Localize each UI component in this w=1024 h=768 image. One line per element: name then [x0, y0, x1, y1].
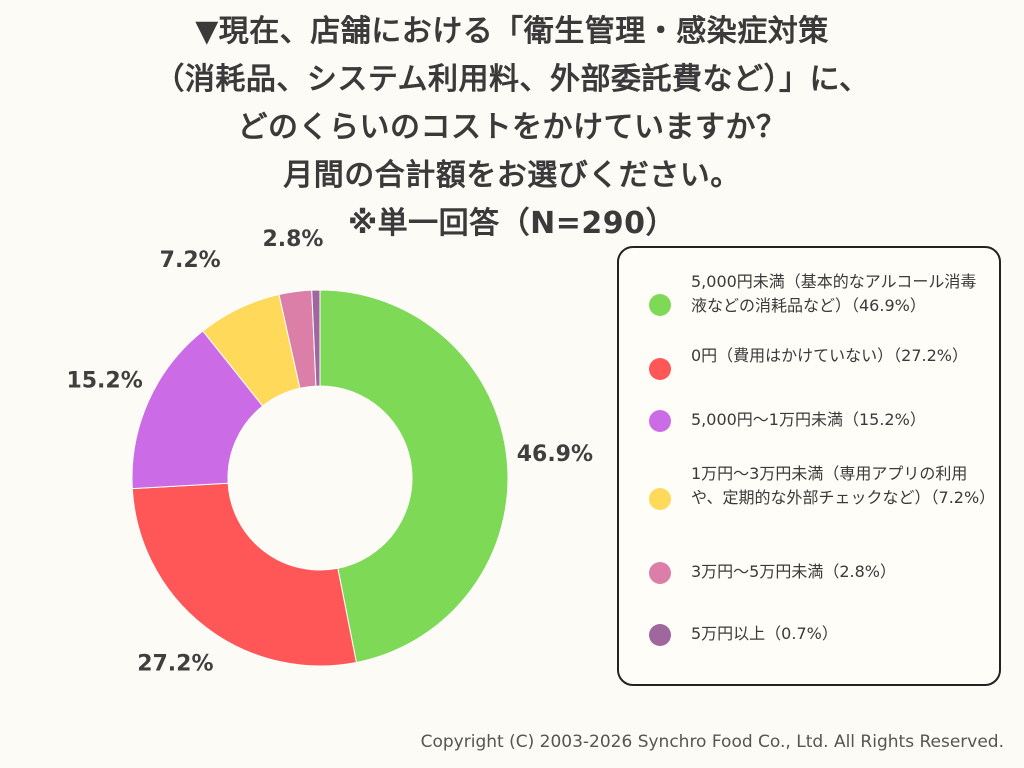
- slice-value-label-4: 2.8%: [262, 227, 323, 252]
- chart-title: ▼現在、店舗における「衛生管理・感染症対策 （消耗品、システム利用料、外部委託費…: [0, 8, 1024, 248]
- slice-value-label-0: 46.9%: [517, 442, 593, 467]
- donut-slice-1: [131, 482, 357, 667]
- slice-value-label-1: 27.2%: [137, 651, 213, 676]
- title-line-3: どのくらいのコストをかけていますか？: [237, 110, 787, 145]
- slice-value-label-2: 15.2%: [66, 369, 142, 394]
- legend-label: 3万円〜5万円未満（2.8%）: [691, 562, 897, 581]
- legend-label: 1万円〜3万円未満（専用アプリの利用や、定期的な外部チェックなど）（7.2%）: [691, 464, 996, 507]
- legend-swatch-green: [649, 294, 671, 316]
- title-line-4: 月間の合計額をお選びください。: [283, 158, 741, 193]
- title-line-2: （消耗品、システム利用料、外部委託費など）」に、: [154, 62, 870, 97]
- slice-value-label-3: 7.2%: [160, 248, 221, 273]
- donut-slice-2: [131, 330, 264, 490]
- title-line-5: ※単一回答（N=290）: [347, 206, 677, 241]
- legend-swatch-pink: [649, 562, 671, 584]
- legend-swatch-mauve: [649, 624, 671, 646]
- legend-swatch-purple: [649, 410, 671, 432]
- donut-slice-0: [319, 289, 509, 664]
- legend: 5,000円未満（基本的なアルコール消毒液などの消耗品など）（46.9%） 0円…: [617, 246, 1001, 686]
- legend-swatch-red: [649, 358, 671, 380]
- legend-label: 0円（費用はかけていない）（27.2%）: [691, 346, 969, 365]
- legend-label: 5,000円〜1万円未満（15.2%）: [691, 410, 926, 429]
- legend-label: 5万円以上（0.7%）: [691, 624, 838, 643]
- copyright-notice: Copyright (C) 2003-2026 Synchro Food Co.…: [420, 732, 1004, 752]
- donut-slice-5: [311, 289, 321, 387]
- legend-label: 5,000円未満（基本的なアルコール消毒液などの消耗品など）（46.9%）: [691, 272, 977, 315]
- legend-swatch-yellow: [649, 488, 671, 510]
- title-line-1: ▼現在、店舗における「衛生管理・感染症対策: [195, 14, 829, 49]
